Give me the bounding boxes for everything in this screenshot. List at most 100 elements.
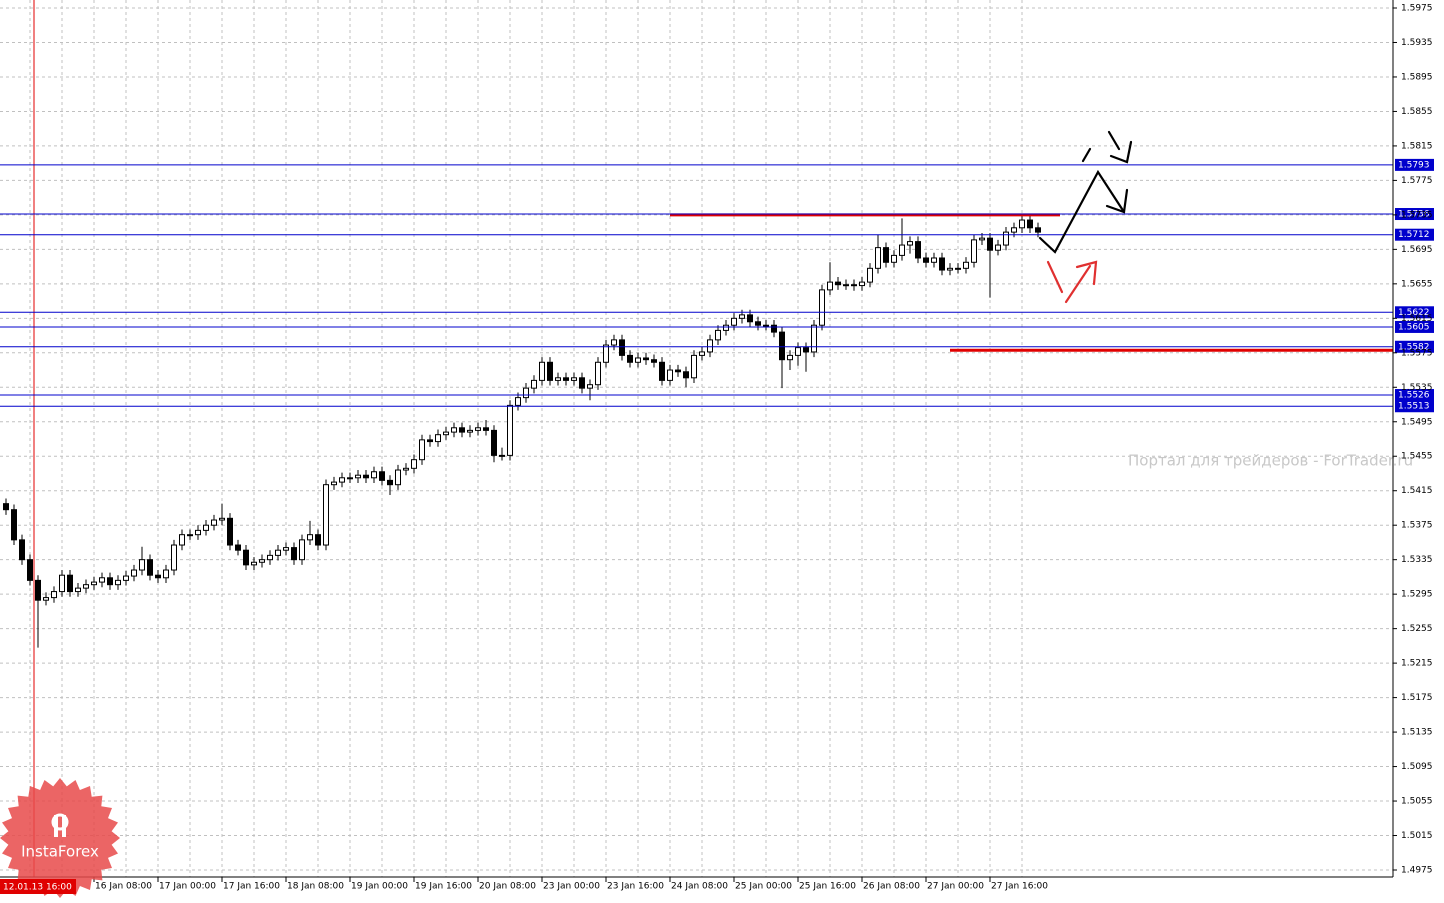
x-tick-label: 24 Jan 08:00 [671,882,728,892]
y-tick-label: 1.5575 [1401,348,1433,358]
candle-body [67,574,73,593]
candle-body [275,549,281,556]
level-label-box [1395,340,1434,353]
candle-body [611,339,617,346]
y-tick-label: 1.5855 [1401,107,1433,117]
candle-body [363,474,369,479]
y-tick-label: 1.5895 [1401,72,1433,82]
candle-body [955,267,961,270]
candle-body [587,384,593,389]
candle-body [267,554,273,561]
level-label: 1.5622 [1398,308,1430,318]
watermark: Портал для трейдеров - ForTrader.ru [1128,452,1413,470]
candle-body [299,539,305,561]
candle-body [731,317,737,326]
candle-body [571,377,577,381]
candle-body [971,239,977,263]
candle-body [283,547,289,551]
y-tick-label: 1.5375 [1401,521,1433,531]
candle-body [547,361,553,381]
candle-body [147,559,153,576]
candle-body [755,321,761,326]
candle-body [403,467,409,471]
y-tick-label: 1.5295 [1401,590,1433,600]
y-tick-label: 1.5495 [1401,417,1433,427]
candle-body [443,431,449,436]
candle-body [619,339,625,356]
logo-text: InstaForex [21,843,99,861]
candle-body [1019,219,1025,229]
candle-body [467,429,473,433]
x-tick-label: 23 Jan 00:00 [543,882,600,892]
candle-body [867,267,873,283]
logo: InstaForex [0,778,120,898]
logo-icon-part [51,813,69,831]
level-label-box [1395,320,1434,333]
arrow-head [1109,140,1133,164]
candle-body [491,429,497,456]
candle-body [907,241,913,246]
candle-body [827,281,833,291]
candle-body [475,427,481,431]
candle-body [787,354,793,361]
candle-body [803,347,809,353]
candle-body [179,534,185,546]
y-tick-label: 1.5055 [1401,797,1433,807]
candle-body [651,359,657,363]
axes: 1.4975 1.5015 1.5055 1.5095 1.5135 1.5175 1.52… [93,4,1433,892]
candle-body [723,324,729,331]
grid-layer [0,0,1393,877]
candle-body [427,439,433,443]
alt-arrow-stroke [1046,260,1064,294]
candle-body [259,559,265,563]
candle-body [963,261,969,269]
candle-body [515,397,521,406]
level-label-box [1395,306,1434,319]
candle-body [819,289,825,326]
candle-body [811,324,817,353]
logo-icon [51,813,69,837]
candle-body [843,284,849,287]
candle-body [523,387,529,399]
candle-body [995,244,1001,251]
candle-body [435,434,441,443]
candle-body [379,471,385,481]
candle-body [19,539,25,561]
y-tick-label: 1.5655 [1401,279,1433,289]
x-tick-label: 27 Jan 16:00 [991,882,1048,892]
candle-body [531,379,537,389]
candle-body [851,284,857,287]
candle-body [875,247,881,269]
x-tick-label: 20 Jan 08:00 [479,882,536,892]
candle-body [83,584,89,589]
candle-body [75,587,81,593]
x-tick-label: 18 Jan 08:00 [287,882,344,892]
candle-body [899,244,905,256]
candle-body [131,569,137,577]
arrow-stroke [1107,130,1121,151]
candle-body [411,459,417,469]
candle-body [483,427,489,431]
candle-body [387,479,393,486]
candle-body [1003,231,1009,246]
candle-body [187,534,193,537]
logo-badge [0,778,120,898]
candle-body [59,574,65,593]
y-tick-label: 1.5415 [1401,486,1433,496]
candle-body [339,477,345,483]
candle-body [579,377,585,389]
candle-body [947,267,953,271]
y-tick-label: 1.5935 [1401,38,1433,48]
y-tick-label: 1.5615 [1401,314,1433,324]
candle-body [835,281,841,286]
candle-body [667,369,673,381]
candle-body [1011,227,1017,233]
y-tick-label: 1.4975 [1401,866,1433,876]
level-label: 1.5526 [1398,391,1430,401]
candle-body [3,503,9,511]
candle-body [171,544,177,571]
x-tick-label: 23 Jan 16:00 [607,882,664,892]
candle-body [939,257,945,271]
cursor-label: 12.01.13 16:00 [3,883,72,893]
